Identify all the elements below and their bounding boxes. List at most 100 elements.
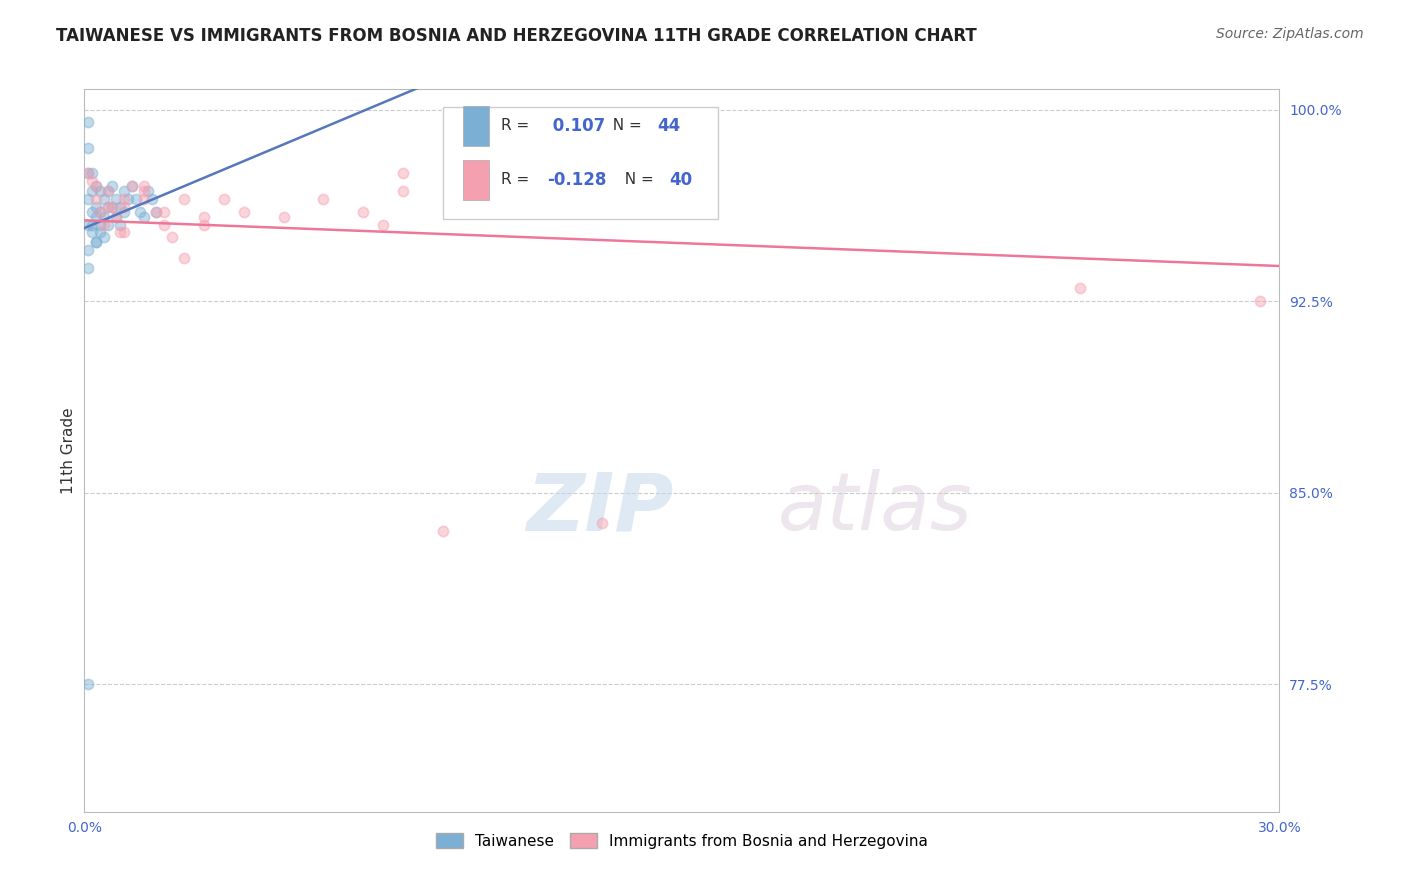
Text: 0.107: 0.107 bbox=[547, 117, 605, 135]
Point bbox=[82, 204, 104, 219]
Point bbox=[112, 225, 135, 239]
Point bbox=[82, 174, 104, 188]
Point bbox=[373, 218, 395, 232]
Point bbox=[112, 192, 135, 206]
Point bbox=[125, 192, 148, 206]
Text: 40: 40 bbox=[669, 171, 692, 189]
Point bbox=[86, 235, 108, 250]
Point bbox=[93, 218, 115, 232]
Point bbox=[89, 204, 111, 219]
Point bbox=[101, 200, 124, 214]
FancyBboxPatch shape bbox=[463, 160, 489, 200]
Text: N =: N = bbox=[603, 118, 647, 133]
Text: R =: R = bbox=[502, 172, 534, 187]
Point bbox=[97, 184, 120, 198]
Point bbox=[193, 218, 215, 232]
Point bbox=[193, 210, 215, 224]
Point bbox=[97, 200, 120, 214]
Point bbox=[77, 218, 100, 232]
Point bbox=[153, 218, 176, 232]
Point bbox=[77, 166, 100, 180]
Point bbox=[105, 210, 128, 224]
Point bbox=[89, 184, 111, 198]
Point bbox=[173, 251, 195, 265]
Point bbox=[129, 204, 152, 219]
Point bbox=[77, 243, 100, 257]
Point bbox=[591, 516, 613, 531]
Point bbox=[82, 218, 104, 232]
FancyBboxPatch shape bbox=[443, 107, 718, 219]
Point bbox=[110, 218, 132, 232]
Text: R =: R = bbox=[502, 118, 534, 133]
Point bbox=[82, 225, 104, 239]
Point bbox=[117, 192, 139, 206]
Point bbox=[392, 166, 415, 180]
Point bbox=[97, 218, 120, 232]
Point bbox=[121, 179, 143, 194]
Point bbox=[86, 200, 108, 214]
Point bbox=[89, 225, 111, 239]
Point bbox=[451, 204, 474, 219]
Point bbox=[82, 166, 104, 180]
Point bbox=[132, 184, 156, 198]
Point bbox=[86, 179, 108, 194]
Point bbox=[132, 210, 156, 224]
Text: N =: N = bbox=[614, 172, 658, 187]
Point bbox=[77, 166, 100, 180]
Point bbox=[141, 192, 163, 206]
Y-axis label: 11th Grade: 11th Grade bbox=[60, 407, 76, 494]
Point bbox=[352, 204, 374, 219]
Point bbox=[97, 200, 120, 214]
Point bbox=[471, 179, 494, 194]
Point bbox=[132, 179, 156, 194]
Point bbox=[112, 184, 135, 198]
Point bbox=[1249, 294, 1271, 309]
Point bbox=[212, 192, 235, 206]
Point bbox=[77, 677, 100, 691]
Point bbox=[145, 204, 167, 219]
Point bbox=[93, 230, 115, 244]
Point bbox=[145, 204, 167, 219]
Point bbox=[86, 235, 108, 250]
Point bbox=[392, 184, 415, 198]
Point bbox=[112, 200, 135, 214]
Text: ZIP: ZIP bbox=[527, 469, 673, 548]
Point bbox=[86, 210, 108, 224]
Point bbox=[153, 204, 176, 219]
FancyBboxPatch shape bbox=[463, 106, 489, 145]
Point bbox=[77, 115, 100, 129]
Point bbox=[101, 200, 124, 214]
Point bbox=[112, 204, 135, 219]
Point bbox=[312, 192, 335, 206]
Point bbox=[77, 192, 100, 206]
Point bbox=[93, 210, 115, 224]
Point bbox=[432, 524, 454, 538]
Text: atlas: atlas bbox=[778, 469, 973, 548]
Point bbox=[110, 225, 132, 239]
Point bbox=[77, 260, 100, 275]
Point bbox=[82, 184, 104, 198]
Text: 44: 44 bbox=[657, 117, 681, 135]
Point bbox=[97, 184, 120, 198]
Point bbox=[121, 179, 143, 194]
Point bbox=[89, 218, 111, 232]
Point bbox=[1069, 281, 1091, 295]
Point bbox=[93, 192, 115, 206]
Point bbox=[105, 192, 128, 206]
Point bbox=[173, 192, 195, 206]
Point bbox=[232, 204, 254, 219]
Text: Source: ZipAtlas.com: Source: ZipAtlas.com bbox=[1216, 27, 1364, 41]
Point bbox=[89, 204, 111, 219]
Text: TAIWANESE VS IMMIGRANTS FROM BOSNIA AND HERZEGOVINA 11TH GRADE CORRELATION CHART: TAIWANESE VS IMMIGRANTS FROM BOSNIA AND … bbox=[56, 27, 977, 45]
Point bbox=[86, 179, 108, 194]
Legend: Taiwanese, Immigrants from Bosnia and Herzegovina: Taiwanese, Immigrants from Bosnia and He… bbox=[429, 827, 935, 855]
Point bbox=[110, 200, 132, 214]
Point bbox=[86, 192, 108, 206]
Text: -0.128: -0.128 bbox=[547, 171, 606, 189]
Point bbox=[160, 230, 183, 244]
Point bbox=[105, 210, 128, 224]
Point bbox=[273, 210, 295, 224]
Point bbox=[132, 192, 156, 206]
Point bbox=[77, 141, 100, 155]
Point bbox=[101, 179, 124, 194]
